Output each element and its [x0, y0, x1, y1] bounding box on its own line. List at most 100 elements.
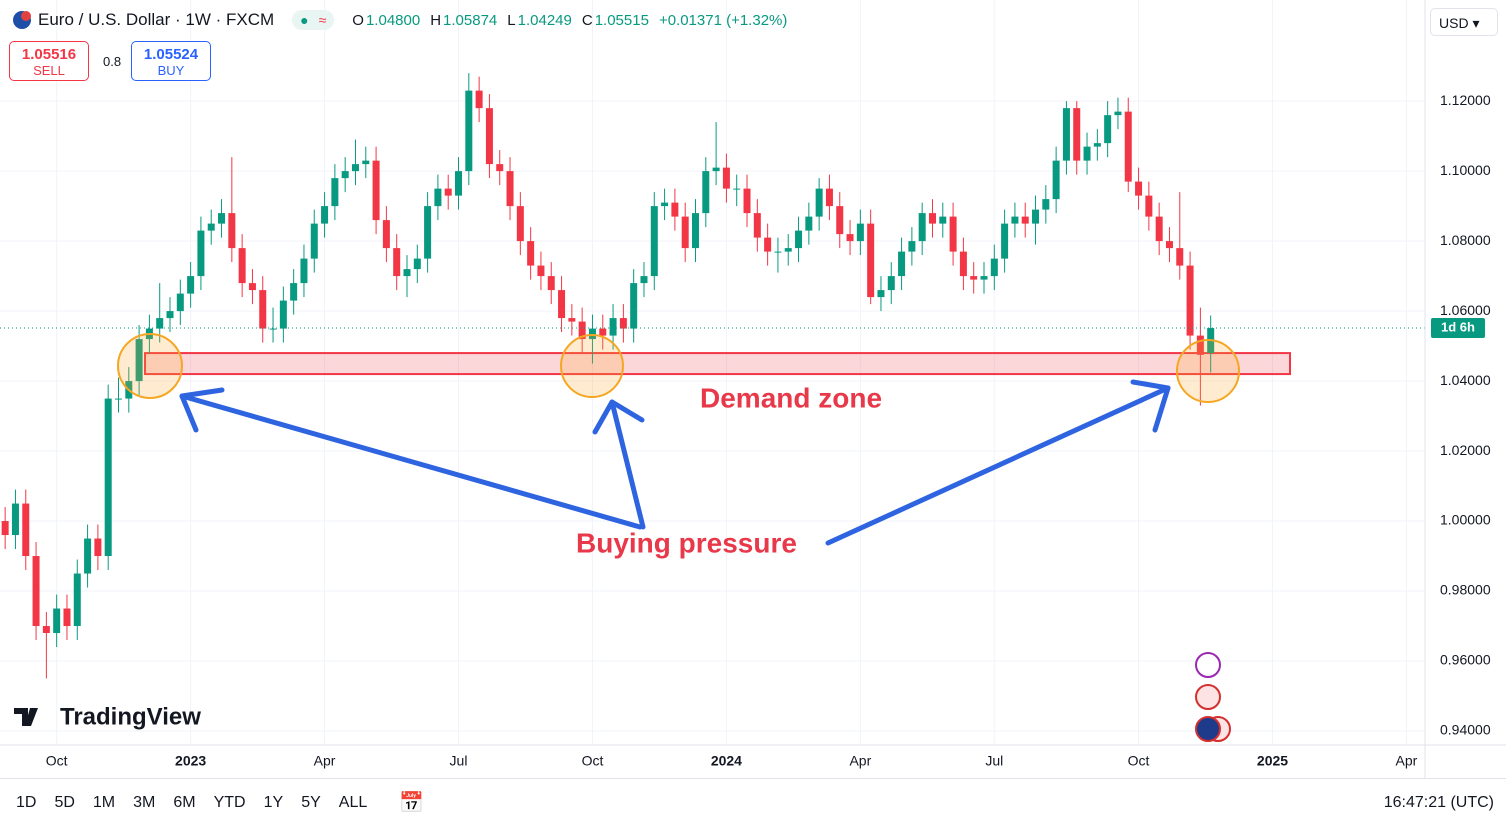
candle-body: [516, 206, 524, 242]
candle-body: [403, 269, 411, 277]
x-tick-label: Apr: [314, 753, 336, 769]
candle-body: [609, 318, 617, 336]
candle-body: [671, 202, 679, 217]
arrow-head: [592, 399, 645, 435]
candle-body: [238, 248, 246, 284]
event-icon[interactable]: [1195, 652, 1221, 678]
timeframe-button[interactable]: 5Y: [301, 793, 321, 811]
candle-body: [269, 328, 277, 330]
candle-body: [300, 258, 308, 284]
event-icon[interactable]: [1195, 716, 1221, 742]
logo-icon: [14, 708, 38, 726]
timeframe-button[interactable]: 1D: [16, 793, 37, 811]
candle-body: [63, 608, 71, 627]
candle-body: [887, 276, 895, 291]
annotations: Demand zone Buying pressure TradingView: [14, 333, 1240, 742]
candle-body: [784, 248, 792, 252]
candle-body: [867, 223, 875, 298]
y-tick-label: 1.10000: [1440, 162, 1491, 178]
candle-body: [485, 108, 493, 165]
currency-button[interactable]: USD ▾: [1430, 8, 1498, 36]
candle-body: [424, 206, 432, 259]
clock: 16:47:21 (UTC): [1383, 793, 1494, 811]
timeframe-button[interactable]: 6M: [173, 793, 196, 811]
open-label: O: [352, 11, 364, 29]
axes: 1.12000 1.10000 1.08000 1.06000 1.04000 1.020…: [46, 92, 1491, 769]
candle-body: [166, 311, 174, 319]
status-pill[interactable]: ● ≈: [292, 10, 335, 30]
candle-body: [630, 283, 638, 329]
buy-button[interactable]: 1.05524 BUY: [131, 41, 211, 81]
x-tick-label: 2025: [1257, 753, 1288, 769]
candle-body: [1155, 216, 1163, 242]
sell-button[interactable]: 1.05516 SELL: [9, 41, 89, 81]
candle-body: [455, 171, 463, 196]
candle-body: [228, 213, 236, 249]
candle-body: [351, 164, 359, 172]
highlight-circle: [560, 334, 624, 398]
symbol[interactable]: Euro / U.S. Dollar · 1W · FXCM: [38, 10, 275, 29]
candle-body: [846, 234, 854, 242]
high-label: H: [430, 11, 442, 29]
candle-body: [1032, 209, 1040, 224]
candle-body: [331, 178, 339, 207]
candle-body: [908, 241, 916, 252]
y-tick-label: 1.06000: [1440, 302, 1491, 318]
candle-body: [1062, 108, 1070, 161]
candle-body: [815, 188, 823, 217]
timeframe-button[interactable]: ALL: [338, 793, 368, 811]
candle-body: [990, 258, 998, 277]
candle-body: [681, 216, 689, 249]
chart: Demand zone Buying pressure TradingView …: [0, 0, 1506, 778]
arrows: [179, 379, 1171, 546]
sell-label: SELL: [33, 63, 65, 78]
candle-body: [661, 202, 669, 207]
candle-body: [1042, 199, 1050, 210]
buy-price: 1.05524: [143, 46, 199, 63]
candle-body: [53, 608, 61, 634]
candle-body: [382, 220, 390, 249]
candle-body: [640, 276, 648, 284]
candle-body: [650, 206, 658, 277]
candle-body: [949, 216, 957, 252]
timeframe-button[interactable]: 1M: [92, 793, 116, 811]
candle-body: [939, 216, 947, 224]
logo-text: TradingView: [60, 703, 201, 730]
timeframe-button[interactable]: 3M: [133, 793, 156, 811]
candle-body: [537, 265, 545, 277]
x-tick-label: Apr: [849, 753, 871, 769]
x-tick-label: Apr: [1396, 753, 1418, 769]
candle-body: [1021, 216, 1029, 224]
event-icons[interactable]: [1195, 652, 1231, 742]
candle-body: [825, 188, 833, 207]
candle-body: [578, 321, 586, 340]
currency: USD: [1439, 15, 1469, 31]
candle-body: [712, 167, 720, 172]
candle-body: [156, 318, 164, 329]
candle-body: [290, 283, 298, 301]
close-label: C: [581, 11, 593, 29]
candle-body: [1196, 335, 1204, 355]
x-tick-label: Oct: [582, 753, 604, 769]
y-tick-label: 0.96000: [1440, 652, 1491, 668]
header: Euro / U.S. Dollar · 1W · FXCM ● ≈ O 1.048…: [12, 10, 795, 30]
candle-body: [774, 251, 782, 253]
date-range-icon[interactable]: 📅: [399, 792, 425, 814]
sell-price: 1.05516: [21, 46, 77, 63]
timeframe-button[interactable]: 1Y: [263, 793, 284, 811]
candle-body: [836, 206, 844, 235]
candle-body: [1176, 248, 1184, 266]
candle-body: [310, 223, 318, 259]
event-icon[interactable]: [1195, 684, 1221, 710]
candle-body: [259, 290, 267, 329]
arrow: [825, 385, 1171, 546]
y-tick-label: 0.98000: [1440, 582, 1491, 598]
candle-body: [795, 230, 803, 249]
candle-body: [11, 503, 19, 536]
close-value: 1.05515: [594, 11, 649, 29]
timeframe-button[interactable]: 5D: [54, 793, 75, 811]
symbol-icon: [13, 11, 31, 29]
timeframe-button[interactable]: YTD: [213, 793, 246, 811]
candle-body: [1001, 223, 1009, 259]
